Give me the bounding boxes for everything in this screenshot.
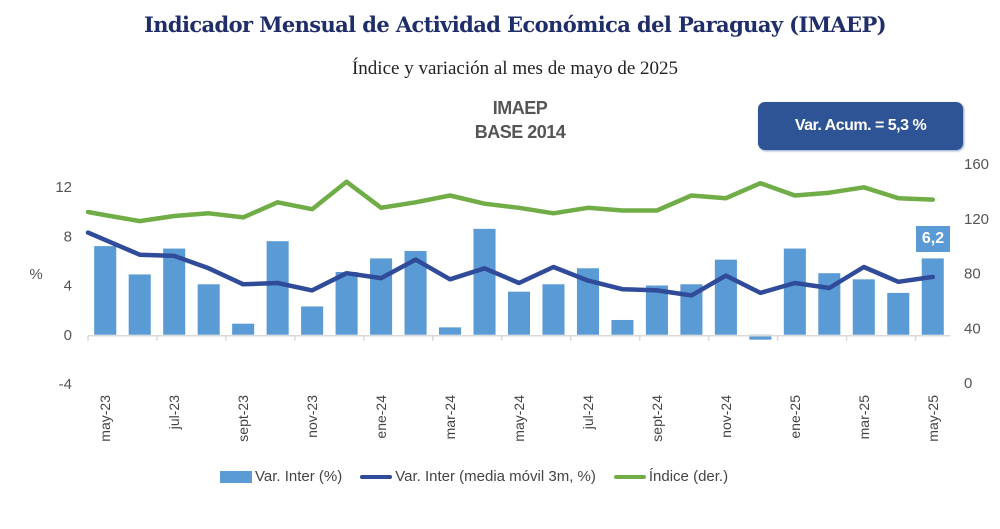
legend-label: Var. Inter (media móvil 3m, %) xyxy=(395,468,596,485)
x-axis: may-23 jul-23 sept-23 nov-23 ene-24 mar-24 may… xyxy=(87,335,941,442)
legend-item-index: Índice (der.) xyxy=(613,468,729,485)
bar-jul-24 xyxy=(576,268,599,335)
legend-swatch-bar xyxy=(220,470,252,483)
y-tick-label: 8 xyxy=(64,228,72,245)
bar-mar-25 xyxy=(852,279,875,335)
x-tick-label: may-23 xyxy=(97,395,113,442)
legend-swatch-line xyxy=(360,474,393,479)
legend-label: Var. Inter (%) xyxy=(255,468,343,485)
x-tick-label: ene-25 xyxy=(787,395,803,439)
bar-ene-24 xyxy=(370,258,393,335)
chart-title-line1: IMAEP xyxy=(492,98,548,118)
x-tick-label: nov-24 xyxy=(718,395,734,438)
x-tick-label: ene-24 xyxy=(373,395,389,439)
bar-sept-23 xyxy=(232,323,255,335)
bar-oct-23 xyxy=(266,241,289,335)
y-axis-right: 160 120 80 40 0 xyxy=(964,156,989,392)
accumulated-variation-text: Var. Acum. = 5,3 % xyxy=(794,117,927,134)
x-tick-label: mar-24 xyxy=(442,395,458,440)
x-tick-label: sept-24 xyxy=(649,395,665,442)
bar-nov-23 xyxy=(301,306,324,335)
y2-tick-label: 120 xyxy=(964,211,989,228)
bar-sept-24 xyxy=(645,285,668,335)
chart-title-line2: BASE 2014 xyxy=(474,122,566,142)
legend-swatch-line xyxy=(613,474,646,479)
bar-nov-24 xyxy=(714,259,737,335)
bar-dic-24 xyxy=(749,334,772,340)
bar-jun-23 xyxy=(128,274,151,335)
data-label-text: 6,2 xyxy=(921,230,945,247)
bar-may-25 xyxy=(921,258,944,335)
bar-abr-24 xyxy=(473,228,496,335)
y-tick-label: 0 xyxy=(64,327,72,344)
y-axis-left: 12 8 4 0 -4 xyxy=(55,179,72,393)
bar-mar-24 xyxy=(439,327,462,335)
x-tick-label: mar-25 xyxy=(856,395,872,440)
chart-title: IMAEP BASE 2014 xyxy=(420,96,620,144)
bar-dic-23 xyxy=(335,271,358,335)
y-tick-label: 12 xyxy=(55,179,72,196)
legend-item-moving-average: Var. Inter (media móvil 3m, %) xyxy=(360,468,596,485)
y2-tick-label: 40 xyxy=(964,320,981,337)
bar-series xyxy=(94,228,944,340)
y-tick-label: -4 xyxy=(59,376,72,393)
y-tick-label: 4 xyxy=(64,278,72,295)
y2-tick-label: 80 xyxy=(964,266,981,283)
moving-average-line xyxy=(85,230,936,298)
bar-ago-24 xyxy=(611,319,634,335)
legend-item-var-inter: Var. Inter (%) xyxy=(220,468,342,485)
y-axis-label: % xyxy=(29,266,42,283)
bar-may-24 xyxy=(507,291,531,335)
line-series xyxy=(85,179,936,298)
x-tick-label: jul-23 xyxy=(166,395,182,430)
legend-label: Índice (der.) xyxy=(648,468,729,485)
bar-jun-24 xyxy=(542,284,565,335)
bar-abr-25 xyxy=(887,292,910,335)
accumulated-variation-badge: Var. Acum. = 5,3 % xyxy=(758,102,963,150)
bar-feb-24 xyxy=(404,251,427,335)
x-tick-label: jul-24 xyxy=(580,395,596,430)
bar-may-23 xyxy=(94,246,117,335)
x-tick-label: may-24 xyxy=(511,395,527,442)
y2-tick-label: 0 xyxy=(964,375,972,392)
bar-jul-23 xyxy=(163,248,186,335)
x-tick-label: sept-23 xyxy=(235,395,251,442)
x-tick-label: may-25 xyxy=(925,395,941,442)
bar-oct-24 xyxy=(680,284,703,335)
index-line xyxy=(85,179,936,224)
bar-ago-23 xyxy=(197,284,220,335)
page-title: Indicador Mensual de Actividad Económica… xyxy=(144,12,887,37)
bar-ene-25 xyxy=(783,248,806,335)
y2-tick-label: 160 xyxy=(964,156,989,173)
data-label-may-25: 6,2 xyxy=(916,226,950,252)
page-subtitle: Índice y variación al mes de mayo de 202… xyxy=(351,58,679,79)
x-tick-label: nov-23 xyxy=(304,395,320,438)
legend: Var. Inter (%) Var. Inter (media móvil 3… xyxy=(220,468,746,485)
